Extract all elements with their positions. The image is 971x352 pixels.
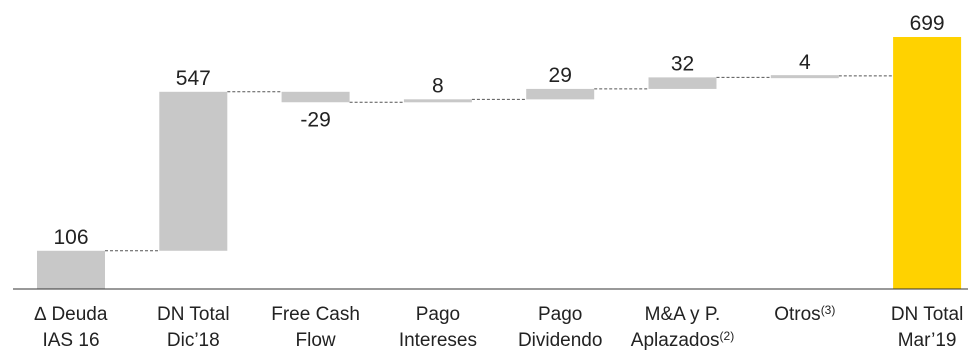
bar <box>648 77 717 89</box>
category-label: M&A y P. <box>645 304 721 325</box>
category-label: DN Total <box>891 304 964 325</box>
category-label: Dividendo <box>518 330 603 351</box>
category-label: Pago <box>538 304 582 325</box>
value-label: 29 <box>549 64 572 87</box>
category-label: Free Cash <box>271 304 360 325</box>
category-label: ∆ Deuda <box>35 304 108 325</box>
value-label: 547 <box>176 67 211 90</box>
category-label: Dic’18 <box>167 330 220 351</box>
value-label: 699 <box>910 12 945 35</box>
category-label: Mar’19 <box>898 330 957 351</box>
category-label: IAS 16 <box>42 330 99 351</box>
value-label: 106 <box>53 226 88 249</box>
category-label: DN Total <box>157 304 230 325</box>
bar <box>526 88 595 100</box>
category-label: Aplazados(2) <box>631 329 734 351</box>
bar <box>893 37 962 289</box>
bar <box>281 91 350 103</box>
bar <box>403 99 472 103</box>
category-label: Otros(3) <box>774 303 835 325</box>
bar <box>770 75 839 79</box>
value-label: 4 <box>799 51 811 74</box>
value-label: 32 <box>671 52 694 75</box>
value-label: 8 <box>432 74 444 97</box>
bar <box>37 250 105 289</box>
bar <box>159 91 228 251</box>
category-label: Pago <box>416 304 460 325</box>
category-label: Intereses <box>399 330 477 351</box>
category-label: Flow <box>296 330 336 351</box>
value-label: -29 <box>300 108 330 131</box>
